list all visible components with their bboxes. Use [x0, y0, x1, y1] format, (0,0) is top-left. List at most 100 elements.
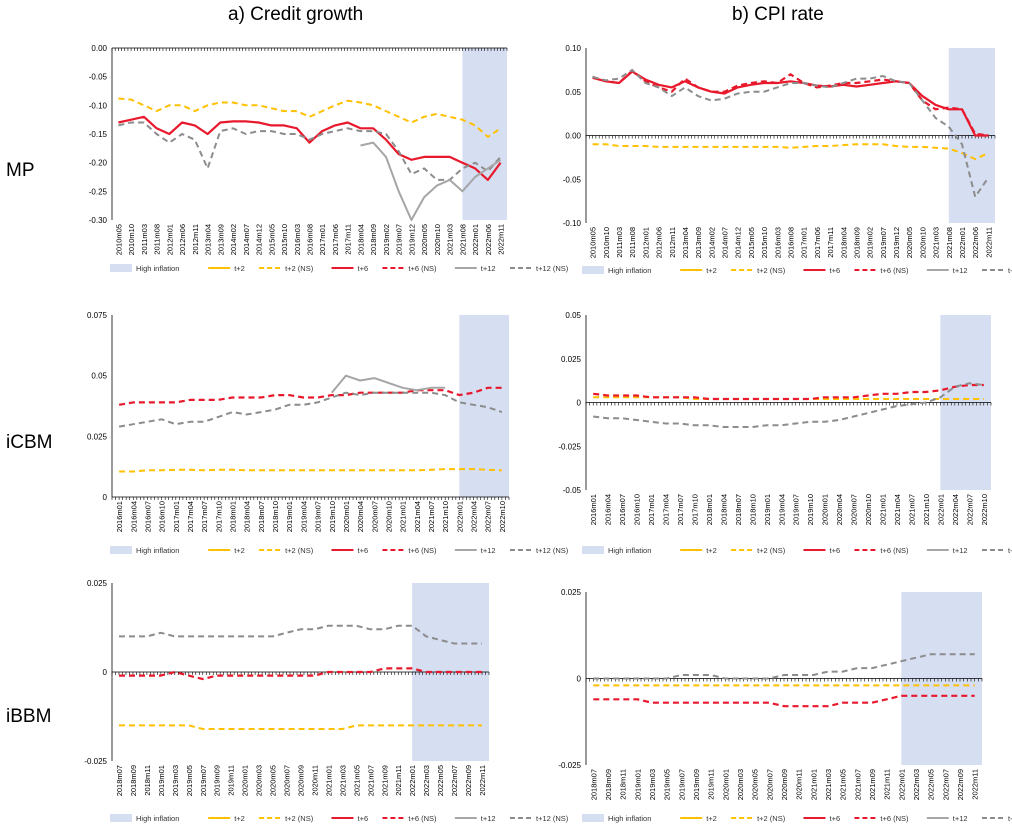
y-tick-label: 0.00 — [565, 132, 581, 141]
x-tick-label: 2022m05 — [927, 769, 936, 800]
x-tick-label: 2022m01 — [471, 224, 480, 255]
x-tick-label: 2016m03 — [293, 224, 302, 255]
y-tick-label: 0.025 — [561, 355, 582, 364]
x-tick-label: 2017m01 — [172, 501, 181, 532]
x-tick-label: 2019m07 — [314, 501, 323, 532]
legend-label: t+12 — [481, 546, 496, 555]
x-tick-label: 2016m08 — [306, 224, 315, 255]
x-tick-label: 2022m01 — [958, 227, 967, 258]
legend-label: t+2 (NS) — [757, 814, 786, 823]
legend-label: t+2 (NS) — [757, 546, 786, 555]
x-tick-label: 2022m01 — [936, 494, 945, 525]
y-tick-label: 0.10 — [565, 44, 581, 53]
legend-label: t+2 — [706, 546, 717, 555]
series-line-t-6-ns- — [118, 386, 502, 406]
x-tick-label: 2018m09 — [369, 224, 378, 255]
x-tick-label: 2019m09 — [692, 769, 701, 800]
legend-label: t+6 (NS) — [408, 814, 437, 823]
x-tick-label: 2020m03 — [736, 769, 745, 800]
x-tick-label: 2022m01 — [455, 501, 464, 532]
y-tick-label: -0.25 — [89, 187, 108, 196]
x-tick-label: 2021m03 — [932, 227, 941, 258]
legend-label: t+6 — [830, 814, 841, 823]
legend-label: t+2 — [706, 814, 717, 823]
x-tick-label: 2022m03 — [422, 765, 431, 796]
legend: High inflation t+2 t+2 (NS) t+6 t+6 (NS) t+12… — [110, 814, 569, 823]
x-tick-label: 2012m01 — [641, 227, 650, 258]
x-tick-label: 2018m10 — [271, 501, 280, 532]
x-tick-label: 2021m10 — [441, 501, 450, 532]
x-tick-label: 2012m11 — [191, 224, 200, 255]
legend-swatch-high-inflation — [582, 814, 604, 822]
x-tick-label: 2018m09 — [852, 227, 861, 258]
x-tick-label: 2020m03 — [255, 765, 264, 796]
x-tick-label: 2017m10 — [690, 494, 699, 525]
legend-swatch-high-inflation — [110, 546, 132, 554]
series-line-t-6-ns- — [592, 69, 989, 137]
legend-label: t+6 — [830, 546, 841, 555]
x-tick-label: 2020m11 — [310, 765, 319, 796]
x-tick-label: 2019m01 — [157, 765, 166, 796]
legend-label: t+6 (NS) — [408, 264, 437, 273]
y-tick-label: -0.05 — [563, 175, 582, 184]
x-tick-label: 2017m11 — [344, 224, 353, 255]
y-tick-label: 0.025 — [87, 432, 108, 441]
x-tick-label: 2021m01 — [879, 494, 888, 525]
series-line-t-12-ns- — [118, 391, 503, 428]
x-tick-label: 2017m01 — [800, 227, 809, 258]
x-tick-label: 2021m01 — [809, 769, 818, 800]
legend-label: t+6 — [830, 266, 841, 275]
x-tick-label: 2016m04 — [129, 501, 138, 532]
x-tick-label: 2016m01 — [589, 494, 598, 525]
x-tick-label: 2020m10 — [433, 224, 442, 255]
x-tick-label: 2016m07 — [143, 501, 152, 532]
legend-label: t+12 — [953, 814, 968, 823]
y-tick-label: 0 — [577, 675, 582, 684]
legend-swatch-high-inflation — [110, 264, 132, 272]
x-tick-label: 2019m07 — [879, 227, 888, 258]
y-tick-label: -0.15 — [89, 130, 108, 139]
series-line-t-12-ns- — [119, 624, 482, 645]
y-tick-label: 0.05 — [91, 372, 107, 381]
x-tick-label: 2019m07 — [199, 765, 208, 796]
x-tick-label: 2020m10 — [918, 227, 927, 258]
x-tick-label: 2022m06 — [971, 227, 980, 258]
x-tick-label: 2019m12 — [407, 224, 416, 255]
col-title-credit-growth: a) Credit growth — [228, 4, 364, 25]
series-line-t-6 — [118, 115, 502, 181]
x-tick-label: 2012m11 — [668, 227, 677, 258]
legend-label: t+12 (NS) — [536, 264, 569, 273]
legend-label: t+2 — [234, 264, 245, 273]
x-tick-label: 2019m02 — [866, 227, 875, 258]
x-tick-label: 2020m04 — [356, 501, 365, 532]
legend-label: t+2 (NS) — [757, 266, 786, 275]
x-tick-label: 2020m10 — [384, 501, 393, 532]
row-label-mp: MP — [6, 160, 35, 181]
x-tick-label: 2016m07 — [618, 494, 627, 525]
x-tick-label: 2018m10 — [748, 494, 757, 525]
x-tick-label: 2019m07 — [677, 769, 686, 800]
x-tick-label: 2016m10 — [158, 501, 167, 532]
x-tick-label: 2019m07 — [395, 224, 404, 255]
x-tick-label: 2020m01 — [342, 501, 351, 532]
legend-label: t+6 — [358, 814, 369, 823]
series-line-t-2-ns- — [119, 468, 502, 473]
x-tick-label: 2020m05 — [905, 227, 914, 258]
x-tick-label: 2016m08 — [787, 227, 796, 258]
x-tick-label: 2013m09 — [216, 224, 225, 255]
series-line-t-12-ns- — [118, 121, 502, 181]
x-tick-label: 2018m07 — [734, 494, 743, 525]
x-tick-label: 2021m05 — [839, 769, 848, 800]
row-label-icbm: iCBM — [6, 432, 53, 453]
y-tick-label: -0.10 — [89, 101, 108, 110]
x-tick-label: 2021m04 — [413, 501, 422, 532]
x-tick-label: 2022m11 — [478, 765, 487, 796]
x-tick-label: 2014m02 — [229, 224, 238, 255]
x-tick-label: 2017m07 — [200, 501, 209, 532]
x-tick-label: 2010m05 — [114, 224, 123, 255]
x-tick-label: 2022m11 — [497, 224, 506, 255]
x-tick-label: 2020m05 — [751, 769, 760, 800]
legend-label: t+2 — [234, 814, 245, 823]
x-tick-label: 2020m05 — [420, 224, 429, 255]
y-tick-label: 0 — [103, 668, 108, 677]
